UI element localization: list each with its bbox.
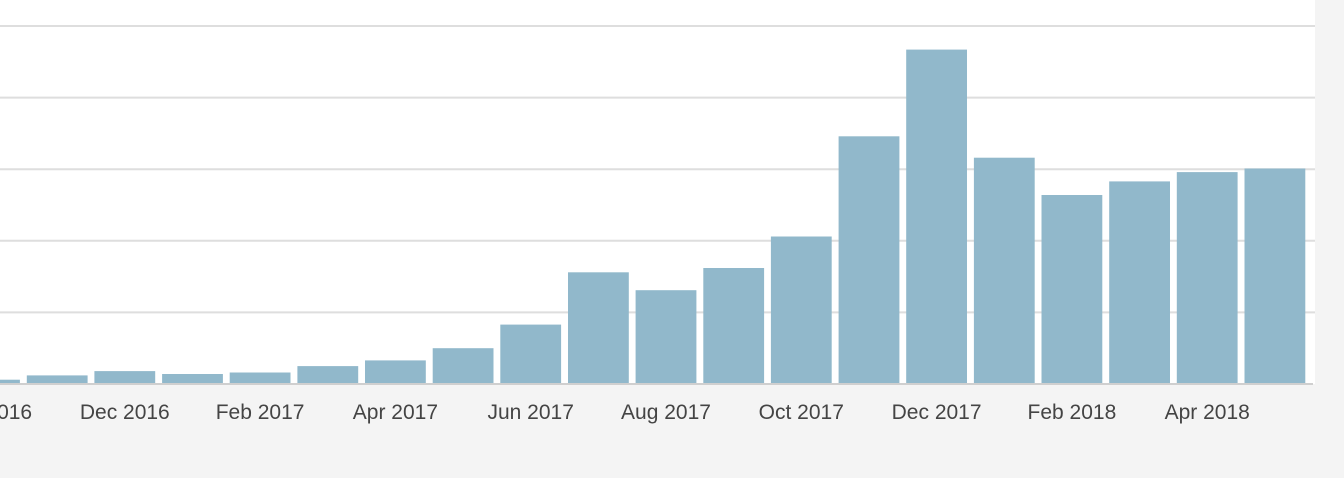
bar (0, 379, 20, 384)
bar (297, 366, 359, 384)
x-tick-label: Feb 2018 (1028, 401, 1117, 424)
bar (1041, 195, 1103, 384)
x-tick-label: Dec 2017 (892, 401, 982, 424)
x-tick-label: Apr 2018 (1165, 401, 1250, 424)
x-tick-label: Oct 2016 (0, 401, 32, 424)
bar (94, 371, 156, 384)
bar (973, 157, 1035, 384)
bar (635, 290, 697, 384)
x-tick-label: Dec 2016 (80, 401, 170, 424)
bar (1244, 168, 1306, 384)
x-tick-label: Apr 2017 (353, 401, 438, 424)
x-tick-label: Oct 2017 (759, 401, 844, 424)
x-tick-label: Feb 2017 (216, 401, 305, 424)
x-tick-label: Aug 2017 (621, 401, 711, 424)
bars (0, 49, 1306, 384)
bar (432, 348, 494, 384)
bar (1109, 181, 1170, 384)
bar (229, 372, 291, 384)
bar (906, 49, 967, 384)
bar (770, 236, 832, 384)
bar (838, 136, 900, 384)
x-tick-label: Jun 2017 (487, 401, 573, 424)
bar (26, 375, 88, 384)
bar (1176, 172, 1238, 384)
bar (500, 324, 562, 384)
x-tick-labels: Oct 2016 Dec 2016 Feb 2017 Apr 2017 Jun 2017… (0, 401, 1250, 424)
bar (162, 374, 223, 384)
bar (365, 360, 426, 384)
bar (703, 268, 765, 384)
bar (568, 272, 629, 384)
